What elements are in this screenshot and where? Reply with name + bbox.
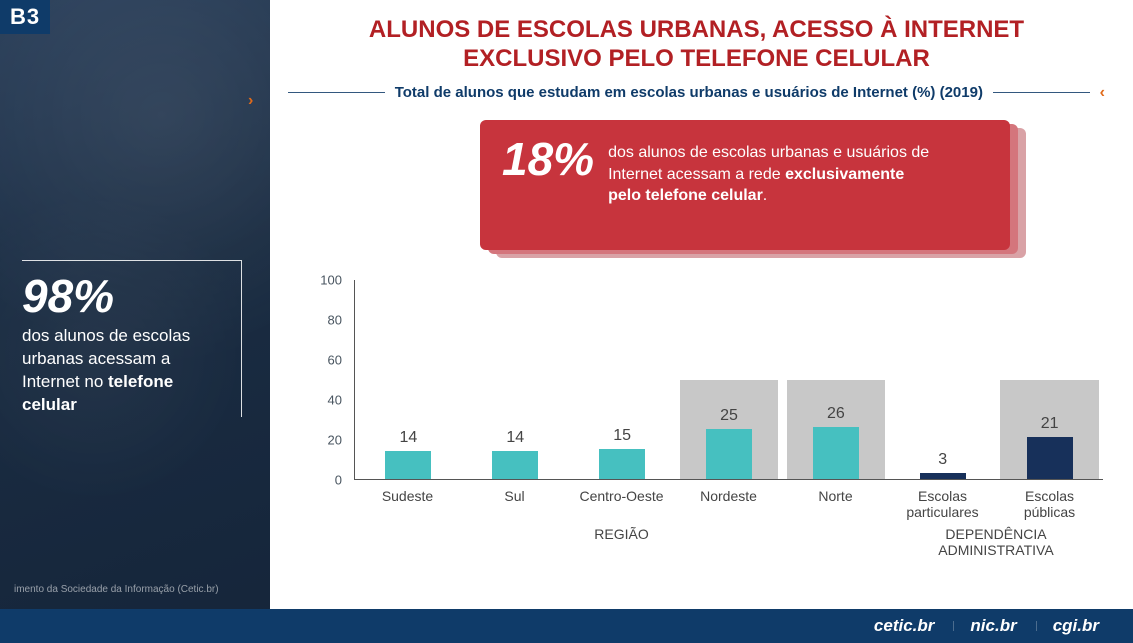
bar-chart: 020406080100 1414152526321 SudesteSulCen…: [306, 280, 1103, 550]
x-label: Nordeste: [675, 482, 782, 520]
bar-cell: 14: [355, 280, 462, 479]
left-pane: B3 98% dos alunos de escolas urbanas ace…: [0, 0, 270, 643]
y-tick: 100: [320, 273, 342, 288]
subtitle-row: Total de alunos que estudam em escolas u…: [288, 84, 1105, 102]
subtitle-text: Total de alunos que estudam em escolas u…: [395, 84, 983, 101]
section-badge: B3: [0, 0, 50, 34]
group-labels: REGIÃODEPENDÊNCIA ADMINISTRATIVA: [354, 526, 1103, 558]
y-tick: 20: [328, 433, 342, 448]
bar: [599, 449, 645, 479]
bar-cell: 26: [782, 280, 889, 479]
left-stat-card: 98% dos alunos de escolas urbanas acessa…: [22, 260, 242, 417]
x-label: Escolas públicas: [996, 482, 1103, 520]
callout-text: dos alunos de escolas urbanas e usuários…: [608, 142, 938, 236]
callout-body: 18% dos alunos de escolas urbanas e usuá…: [480, 120, 1010, 250]
footer-logo: cetic.br: [874, 616, 940, 636]
bar-value-label: 15: [613, 427, 631, 445]
chevron-right-icon: ‹: [1100, 84, 1105, 102]
bar-value-label: 3: [938, 451, 947, 469]
bar-cell: 15: [569, 280, 676, 479]
x-labels: SudesteSulCentro-OesteNordesteNorteEscol…: [354, 482, 1103, 520]
bar: [1027, 437, 1073, 479]
title-line1: ALUNOS DE ESCOLAS URBANAS, ACESSO À INTE…: [369, 16, 1024, 43]
footer-logo: cgi.br: [1053, 616, 1105, 636]
y-tick: 60: [328, 353, 342, 368]
x-label: Sudeste: [354, 482, 461, 520]
bar-value-label: 21: [1041, 415, 1059, 433]
y-axis: 020406080100: [306, 280, 348, 480]
bars-row: 14 14 15 25 26 3 21: [355, 280, 1103, 479]
group-label: DEPENDÊNCIA ADMINISTRATIVA: [889, 526, 1103, 558]
chart-inner: 020406080100 1414152526321 SudesteSulCen…: [306, 280, 1103, 550]
callout: 18% dos alunos de escolas urbanas e usuá…: [480, 120, 1010, 250]
x-label: Sul: [461, 482, 568, 520]
slide: B3 98% dos alunos de escolas urbanas ace…: [0, 0, 1133, 643]
x-label: Escolas particulares: [889, 482, 996, 520]
right-pane: › ALUNOS DE ESCOLAS URBANAS, ACESSO À IN…: [270, 0, 1133, 643]
bar-cell: 14: [462, 280, 569, 479]
group-label: REGIÃO: [354, 526, 889, 558]
bar: [813, 427, 859, 479]
callout-text-post: .: [763, 187, 767, 204]
bar-cell: 25: [676, 280, 783, 479]
bar-value-label: 14: [400, 429, 418, 447]
slide-title: ALUNOS DE ESCOLAS URBANAS, ACESSO À INTE…: [288, 16, 1105, 74]
y-tick: 0: [335, 473, 342, 488]
plot-area: 14 14 15 25 26 3 21: [354, 280, 1103, 480]
footer-bar: cetic.br nic.br cgi.br: [0, 609, 1133, 643]
subtitle-rule-right: [993, 92, 1090, 93]
subtitle-rule-left: [288, 92, 385, 93]
bar: [385, 451, 431, 479]
left-stat-desc: dos alunos de escolas urbanas acessam a …: [22, 325, 231, 417]
bar-cell: 21: [996, 280, 1103, 479]
bar-value-label: 14: [506, 429, 524, 447]
y-tick: 80: [328, 313, 342, 328]
bar: [706, 429, 752, 479]
left-stat-percent: 98%: [22, 273, 231, 319]
bar-cell: 3: [889, 280, 996, 479]
bar: [492, 451, 538, 479]
left-stat-box: 98% dos alunos de escolas urbanas acessa…: [22, 260, 242, 417]
x-label: Norte: [782, 482, 889, 520]
x-label: Centro-Oeste: [568, 482, 675, 520]
y-tick: 40: [328, 393, 342, 408]
title-line2: EXCLUSIVO PELO TELEFONE CELULAR: [463, 45, 930, 72]
bar: [920, 473, 966, 479]
footer-logo: nic.br: [970, 616, 1022, 636]
chevron-left-icon: ›: [248, 92, 253, 110]
callout-percent: 18%: [502, 136, 594, 236]
bar-value-label: 26: [827, 405, 845, 423]
bar-value-label: 25: [720, 407, 738, 425]
